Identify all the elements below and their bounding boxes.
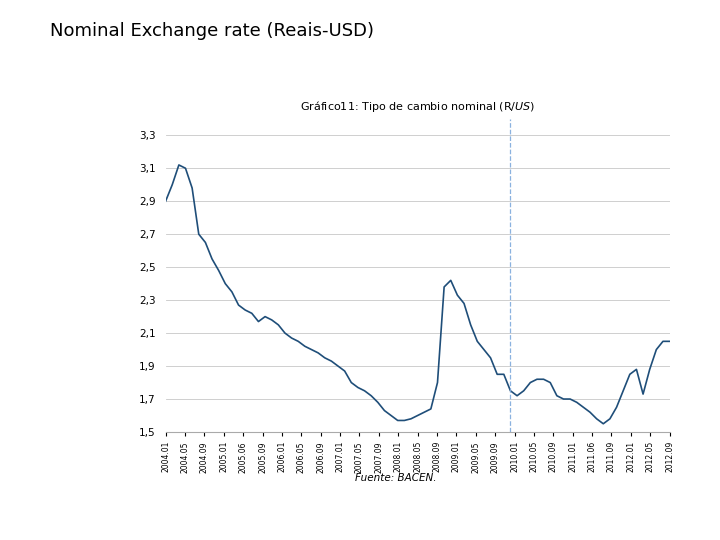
Text: Fuente: BACEN.: Fuente: BACEN. — [355, 472, 437, 483]
Text: Nominal Exchange rate (Reais-USD): Nominal Exchange rate (Reais-USD) — [50, 22, 374, 39]
Title: Gráfico11: Tipo de cambio nominal (R$ / US$): Gráfico11: Tipo de cambio nominal (R$ / … — [300, 99, 535, 114]
